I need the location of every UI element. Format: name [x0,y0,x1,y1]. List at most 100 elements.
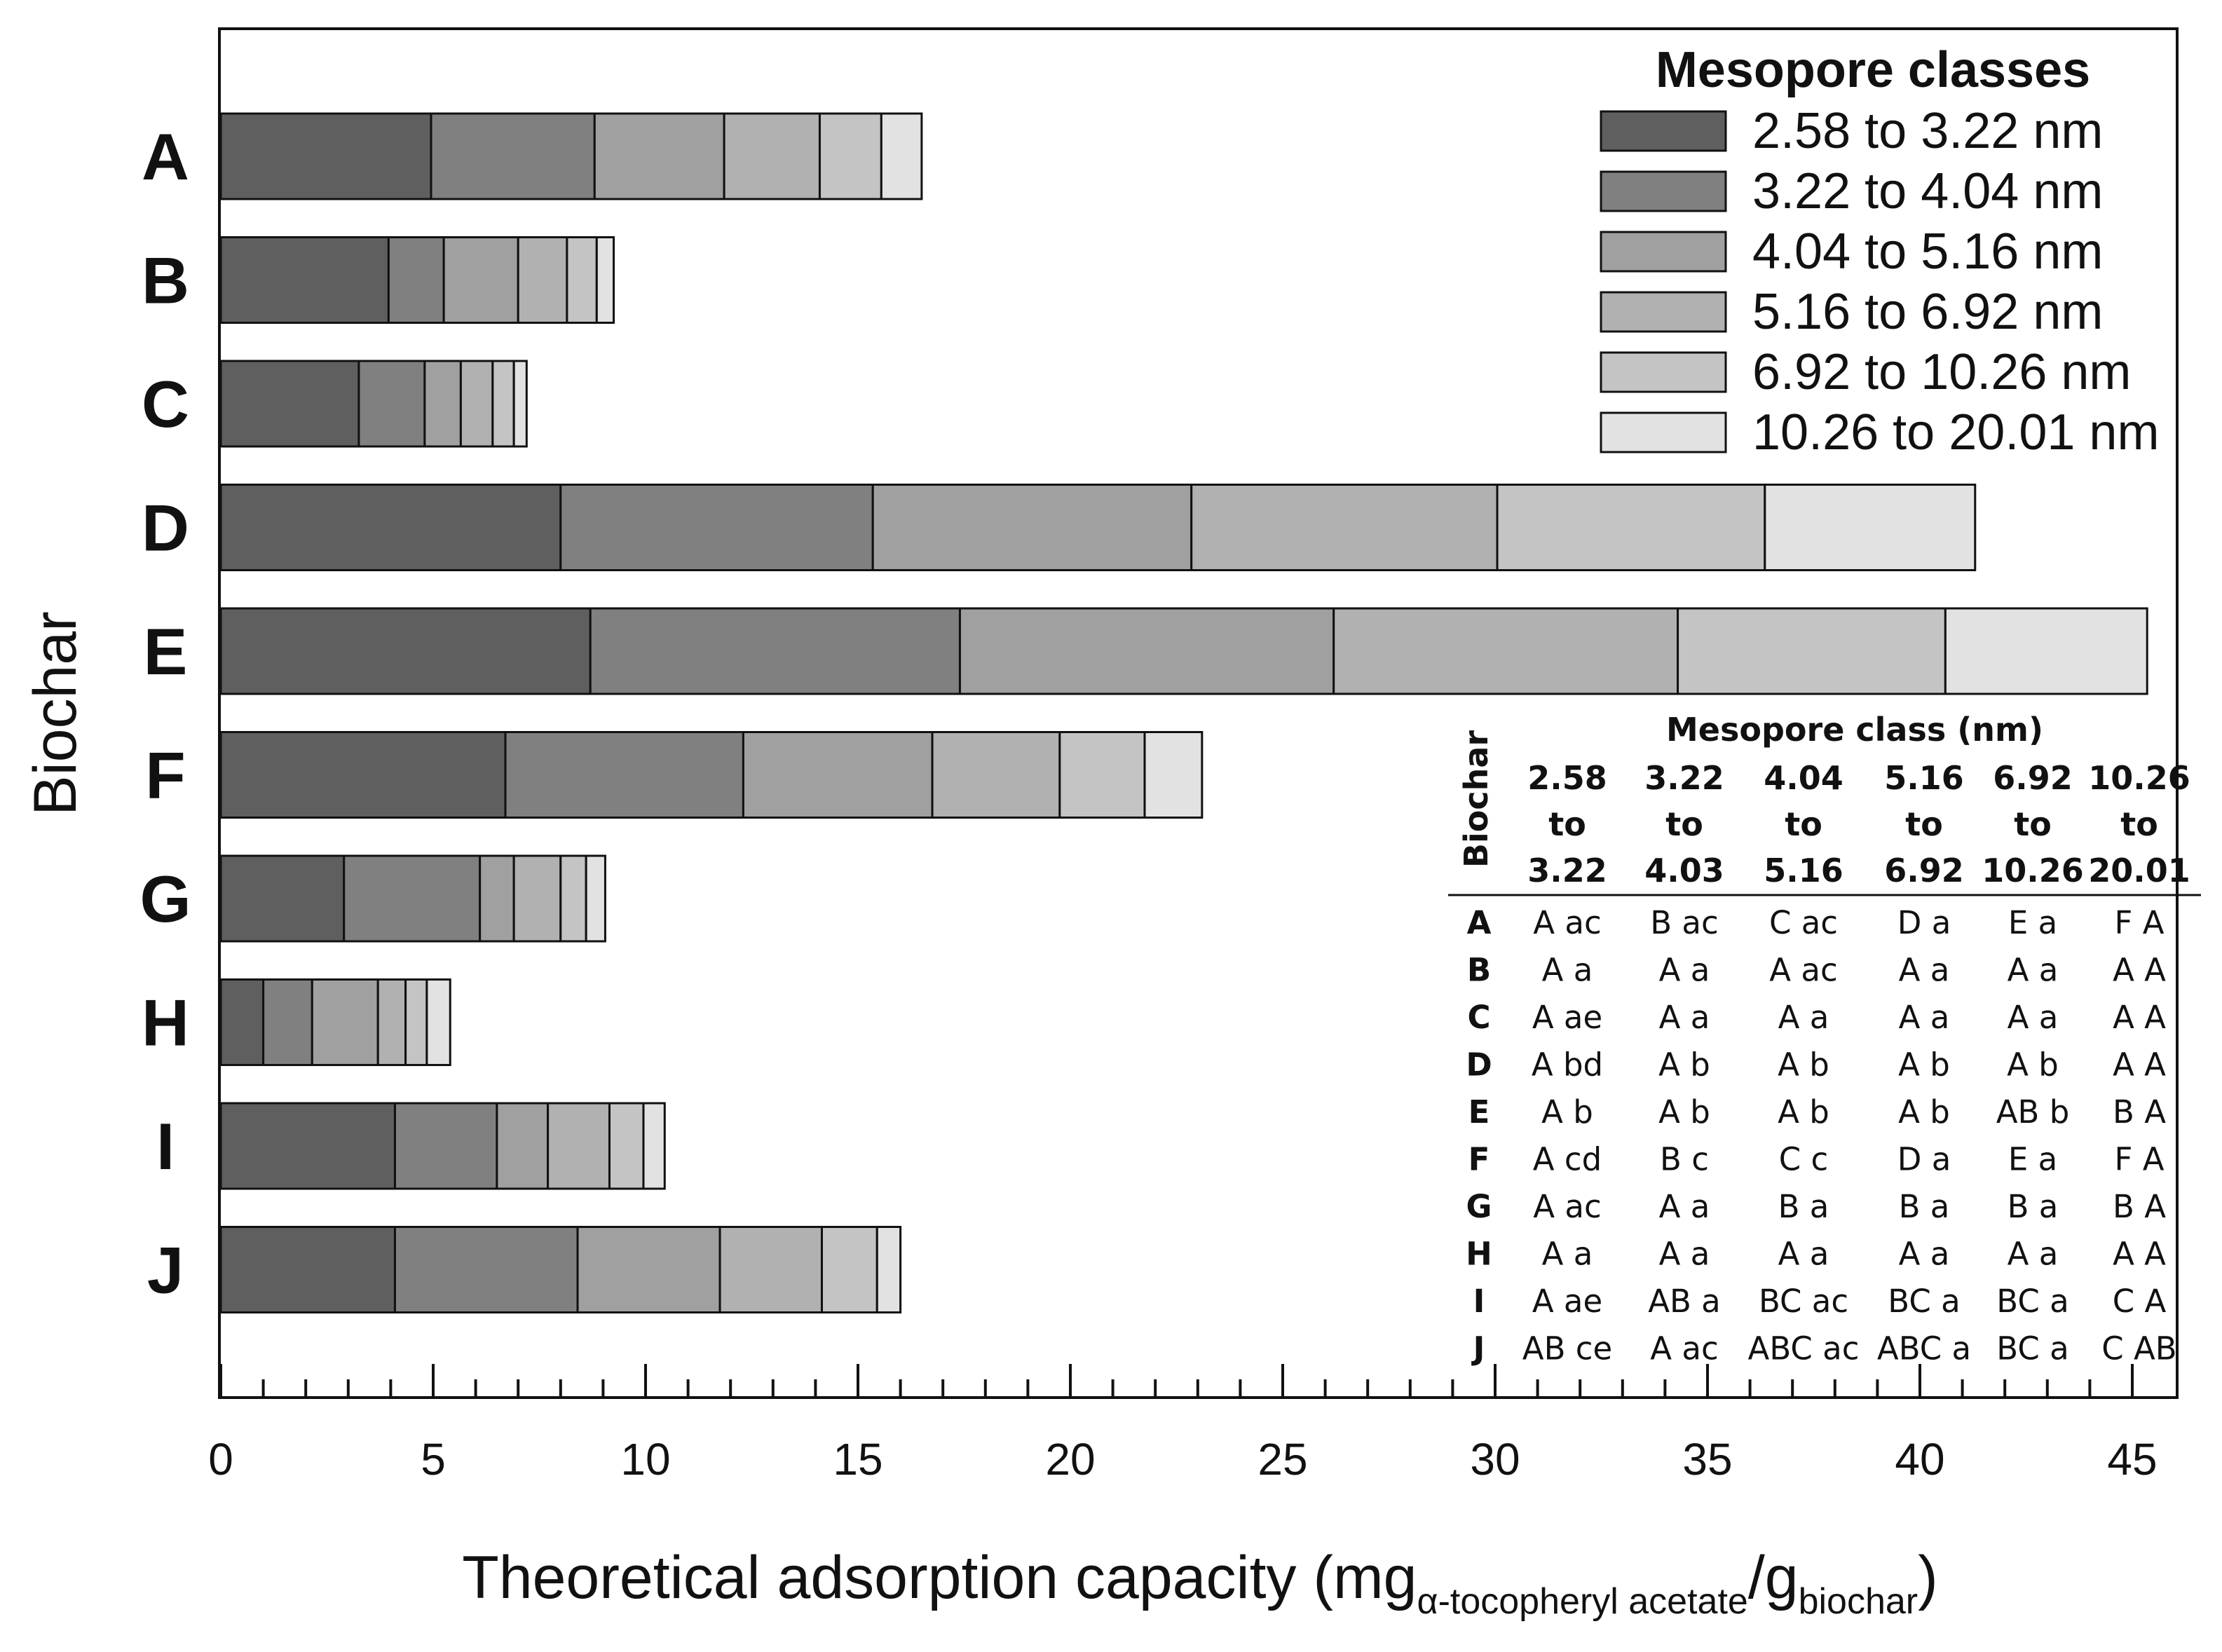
table-col-3-header-line-1: 4.04 [1764,759,1843,797]
bar-D-segment-5 [1496,484,1766,571]
x-label-slash: /g [1748,1544,1799,1611]
bar-B-segment-6 [595,236,615,324]
bar-I-segment-4 [547,1102,611,1190]
bar-I-segment-3 [496,1102,550,1190]
category-label-G: G [139,862,191,936]
legend-swatch-1 [1600,110,1727,152]
table-cell-C-4: A a [1899,999,1950,1036]
bar-C-segment-3 [423,360,462,448]
bar-E-segment-1 [219,607,592,695]
table-cell-E-1: A b [1541,1093,1593,1131]
table-cell-E-5: AB b [1996,1093,2070,1131]
table-cell-F-4: D a [1897,1141,1951,1178]
table-cell-G-3: B a [1778,1188,1829,1225]
bar-D-segment-6 [1764,484,1977,571]
table-cell-D-4: A b [1898,1046,1950,1084]
bar-G-segment-4 [512,854,562,943]
legend-label-3: 4.04 to 5.16 nm [1752,224,2103,280]
x-tick-label-35: 35 [1682,1434,1732,1484]
bar-F-segment-1 [219,731,507,819]
table-col-3-header-line-2: to [1785,805,1822,843]
category-label-E: E [144,615,188,688]
table-col-4-header-line-2: to [1905,805,1943,843]
table-cell-E-3: A b [1778,1093,1829,1131]
x-label-subscript-1: α-tocopheryl acetate [1417,1581,1748,1622]
category-label-F: F [145,739,185,812]
table-row-label-A: A [1467,904,1492,941]
legend-items: 2.58 to 3.22 nm3.22 to 4.04 nm4.04 to 5.… [1600,103,2159,460]
x-tick-label-40: 40 [1895,1434,1944,1484]
table-cell-G-2: A a [1659,1188,1710,1225]
bar-C-segment-4 [459,360,494,448]
bar-C-segment-5 [491,360,515,448]
table-cell-G-6: B A [2113,1188,2166,1225]
table-body: A A ac B ac C ac D a E a F A B A a A a A ac A a A a A… [1466,904,2177,1367]
table-row-label-G: G [1466,1188,1492,1225]
legend-title: Mesopore classes [1656,42,2090,98]
legend-swatch-5 [1600,351,1727,393]
legend: Mesopore classes 2.58 to 3.22 nm3.22 to … [1600,42,2159,460]
table-cell-F-6: F A [2115,1141,2165,1178]
table-col-2-header-line-3: 4.03 [1644,852,1724,889]
table-cell-I-1: A ae [1532,1283,1602,1320]
table-row-label-C: C [1467,999,1490,1036]
bar-E-segment-4 [1332,607,1679,695]
table-cell-J-6: C AB [2101,1330,2176,1367]
bar-D-segment-2 [559,484,874,571]
table-cell-A-3: C ac [1769,904,1838,941]
x-tick-label-15: 15 [833,1434,882,1484]
table-cell-B-3: A ac [1769,952,1837,989]
x-tick-label-25: 25 [1257,1434,1307,1484]
table-cell-D-5: A b [2007,1046,2059,1084]
x-axis-label: Theoretical adsorption capacity (mgα-toc… [462,1544,1938,1622]
legend-label-5: 6.92 to 10.26 nm [1752,344,2131,400]
bar-B-segment-3 [442,236,519,324]
table-column-headers: 2.58 to 3.22 3.22 to 4.03 4.04 to 5.16 5.16 to 6.92… [1527,759,2190,889]
table-cell-E-6: B A [2113,1093,2166,1131]
table-col-5-header-line-2: to [2014,805,2052,843]
legend-swatch-4 [1600,291,1727,333]
bar-A-segment-6 [880,112,923,200]
table-row-label-D: D [1466,1046,1492,1084]
table-cell-G-5: B a [2008,1188,2059,1225]
table-cell-A-6: F A [2115,904,2165,941]
bar-I-segment-2 [393,1102,498,1190]
table-cell-C-2: A a [1659,999,1710,1036]
category-label-D: D [142,491,189,565]
table-cell-B-2: A a [1659,952,1710,989]
bar-F-segment-3 [742,731,934,819]
bar-C-segment-1 [219,360,360,448]
bar-A-segment-5 [818,112,882,200]
bar-G-segment-1 [219,854,346,943]
table-cell-J-3: ABC ac [1748,1330,1860,1367]
bar-C-segment-6 [512,360,528,448]
table-row-label-I: I [1473,1283,1485,1320]
table-col-6-header-line-1: 10.26 [2088,759,2190,797]
bar-A-segment-2 [430,112,596,200]
table-cell-J-5: BC a [1996,1330,2068,1367]
table-col-2-header-line-2: to [1665,805,1703,843]
bar-F-segment-4 [931,731,1061,819]
bar-I-segment-1 [219,1102,396,1190]
bar-B-segment-2 [387,236,445,324]
x-tick-label-5: 5 [421,1434,446,1484]
table-cell-F-1: A cd [1533,1141,1602,1178]
bar-J-segment-6 [875,1226,902,1313]
legend-label-2: 3.22 to 4.04 nm [1752,163,2103,219]
x-tick-label-10: 10 [620,1434,670,1484]
table-col-3-header-line-3: 5.16 [1764,852,1843,889]
legend-label-4: 5.16 to 6.92 nm [1752,284,2103,340]
table-col-5-header-line-1: 6.92 [1993,759,2073,797]
category-label-H: H [142,986,189,1060]
bar-H-segment-3 [311,978,379,1066]
bar-G-segment-2 [343,854,482,943]
table-cell-I-6: C A [2113,1283,2167,1320]
x-axis: 0 5 10 15 20 25 30 35 40 45 [208,1364,2158,1484]
bar-D-segment-1 [219,484,562,571]
table-col-5-header-line-3: 10.26 [1982,852,2084,889]
table-cell-B-4: A a [1899,952,1950,989]
table-cell-F-5: E a [2008,1141,2057,1178]
bar-B-segment-5 [566,236,598,324]
table-col-1-header-line-1: 2.58 [1527,759,1607,797]
category-label-B: B [142,244,189,318]
